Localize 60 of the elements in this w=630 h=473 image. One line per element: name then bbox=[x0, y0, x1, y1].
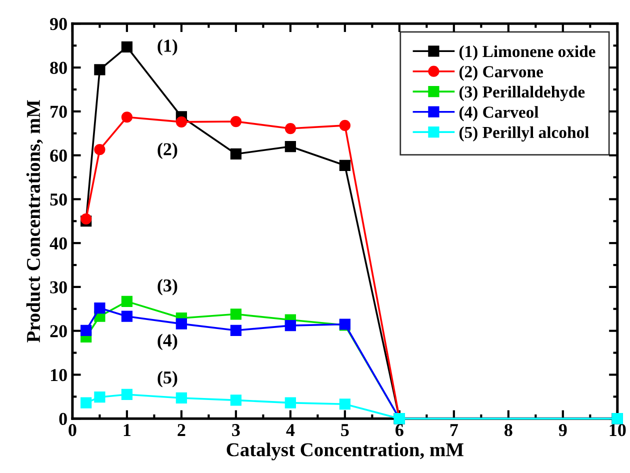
x-tick-label: 3 bbox=[232, 424, 240, 436]
annotation: (5) bbox=[158, 370, 178, 388]
point bbox=[339, 160, 350, 171]
y-tick-label: 70 bbox=[50, 106, 67, 118]
y-tick-label: 30 bbox=[50, 281, 67, 294]
point bbox=[80, 213, 92, 224]
annotation: (1) bbox=[158, 39, 178, 56]
point bbox=[284, 397, 296, 408]
y-tick-label: 0 bbox=[59, 412, 67, 426]
point bbox=[80, 324, 92, 336]
y-tick-label: 60 bbox=[50, 150, 67, 162]
point bbox=[339, 120, 350, 132]
x-tick-label: 6 bbox=[396, 424, 404, 436]
legend-label: (5) Perillyl alcohol bbox=[459, 126, 589, 142]
point bbox=[176, 318, 187, 330]
point bbox=[176, 116, 187, 128]
y-axis-title: Product Concentrations, mM bbox=[26, 100, 43, 342]
point bbox=[121, 388, 132, 400]
y-tick-label: 10 bbox=[50, 368, 67, 382]
annotation: (2) bbox=[158, 142, 178, 160]
legend-label: (1) Limonene oxide bbox=[459, 45, 596, 61]
point bbox=[121, 112, 132, 123]
legend-label: (4) Carveol bbox=[459, 106, 538, 122]
point bbox=[94, 144, 106, 156]
point bbox=[230, 148, 242, 160]
x-tick-label: 4 bbox=[286, 424, 295, 436]
point bbox=[94, 64, 106, 76]
x-tick-label: 2 bbox=[178, 424, 186, 436]
x-axis-title: Catalyst Concentration, mM bbox=[226, 442, 464, 460]
y-tick-label: 40 bbox=[50, 237, 67, 250]
point bbox=[284, 140, 296, 152]
annotation: (3) bbox=[158, 278, 178, 296]
y-tick-label: 50 bbox=[50, 193, 67, 206]
x-tick-label: 0 bbox=[68, 424, 76, 436]
annotation: (4) bbox=[158, 334, 178, 350]
point bbox=[176, 392, 187, 404]
legend-label: (2) Carvone bbox=[459, 66, 543, 81]
point bbox=[94, 302, 106, 314]
x-tick-label: 8 bbox=[504, 424, 512, 436]
point bbox=[284, 320, 296, 332]
point bbox=[230, 308, 242, 320]
point bbox=[230, 116, 242, 128]
x-tick-label: 10 bbox=[610, 424, 626, 436]
legend-label: (3) Perillaldehyde bbox=[459, 86, 585, 102]
y-tick-label: 90 bbox=[50, 18, 67, 30]
point bbox=[121, 296, 132, 307]
point bbox=[284, 122, 296, 134]
point bbox=[80, 397, 92, 408]
point bbox=[121, 310, 132, 322]
x-tick-label: 9 bbox=[558, 424, 567, 436]
x-tick-label: 7 bbox=[450, 424, 458, 436]
x-tick-label: 5 bbox=[341, 424, 349, 436]
point bbox=[230, 394, 242, 406]
point bbox=[121, 41, 132, 52]
point bbox=[94, 392, 106, 403]
point bbox=[230, 324, 242, 336]
y-tick-label: 20 bbox=[50, 325, 67, 338]
point bbox=[339, 398, 350, 410]
x-tick-label: 1 bbox=[124, 424, 131, 436]
y-tick-label: 80 bbox=[50, 62, 67, 74]
